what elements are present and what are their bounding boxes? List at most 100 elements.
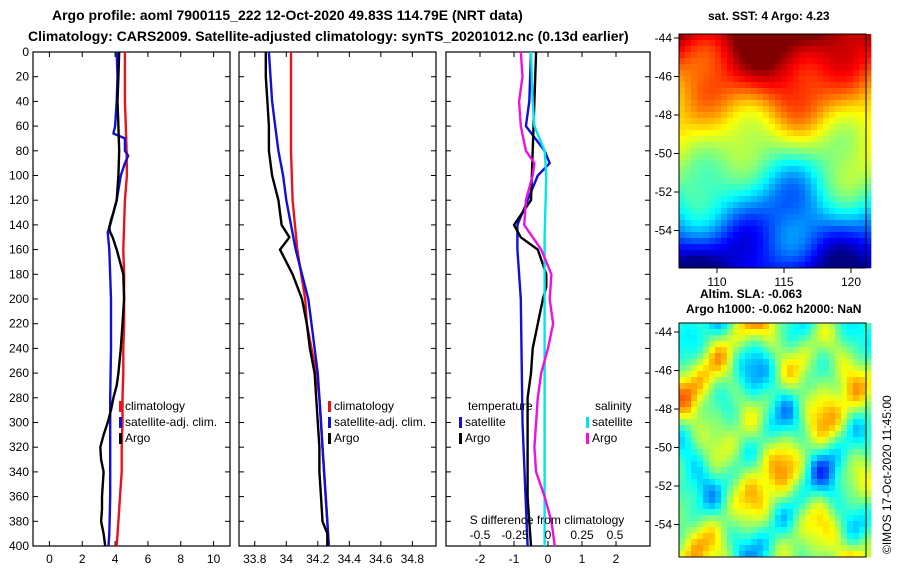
- heatmap-cell: [691, 250, 698, 257]
- heatmap-cell: [739, 491, 746, 498]
- heatmap-cell: [775, 172, 782, 179]
- heatmap-cell: [715, 178, 722, 185]
- heatmap-cell: [793, 256, 800, 263]
- heatmap-cell: [757, 497, 764, 504]
- heatmap-cell: [685, 473, 692, 480]
- heatmap-cell: [751, 443, 758, 450]
- heatmap-cell: [739, 70, 746, 77]
- heatmap-cell: [817, 106, 824, 113]
- heatmap-cell: [751, 383, 758, 390]
- heatmap-cell: [817, 527, 824, 534]
- heatmap-cell: [793, 431, 800, 438]
- heatmap-cell: [691, 70, 698, 77]
- heatmap-cell: [865, 82, 872, 89]
- heatmap-cell: [799, 154, 806, 161]
- heatmap-cell: [739, 377, 746, 384]
- heatmap-cell: [745, 521, 752, 528]
- heatmap-cell: [757, 467, 764, 474]
- heatmap-cell: [799, 178, 806, 185]
- heatmap-cell: [793, 220, 800, 227]
- heatmap-cell: [829, 389, 836, 396]
- heatmap-cell: [859, 443, 866, 450]
- heatmap-cell: [691, 46, 698, 53]
- heatmap-cell: [757, 124, 764, 131]
- heatmap-cell: [787, 371, 794, 378]
- heatmap-cell: [715, 437, 722, 444]
- heatmap-cell: [829, 142, 836, 149]
- heatmap-cell: [739, 64, 746, 71]
- heatmap-cell: [853, 383, 860, 390]
- heatmap-cell: [823, 539, 830, 546]
- heatmap-cell: [775, 491, 782, 498]
- heatmap-cell: [715, 419, 722, 426]
- heatmap-cell: [847, 395, 854, 402]
- heatmap-cell: [823, 521, 830, 528]
- heatmap-cell: [835, 533, 842, 540]
- heatmap-cell: [799, 106, 806, 113]
- heatmap-cell: [793, 190, 800, 197]
- heatmap-cell: [697, 425, 704, 432]
- heatmap-cell: [697, 539, 704, 546]
- heatmap-cell: [841, 52, 848, 59]
- heatmap-cell: [697, 238, 704, 245]
- heatmap-cell: [811, 335, 818, 342]
- heatmap-cell: [823, 485, 830, 492]
- heatmap-cell: [745, 437, 752, 444]
- heatmap-cell: [709, 521, 716, 528]
- heatmap-cell: [751, 76, 758, 83]
- heatmap-cell: [721, 341, 728, 348]
- heatmap-cell: [739, 220, 746, 227]
- heatmap-cell: [709, 449, 716, 456]
- heatmap-cell: [805, 527, 812, 534]
- heatmap-cell: [859, 238, 866, 245]
- heatmap-cell: [697, 100, 704, 107]
- heatmap-cell: [733, 413, 740, 420]
- heatmap-cell: [763, 425, 770, 432]
- heatmap-cell: [727, 341, 734, 348]
- heatmap-cell: [775, 202, 782, 209]
- heatmap-cell: [751, 353, 758, 360]
- heatmap-cell: [733, 323, 740, 330]
- y-tick-label: 240: [9, 341, 29, 355]
- heatmap-cell: [727, 130, 734, 137]
- heatmap-cell: [853, 461, 860, 468]
- heatmap-cell: [733, 166, 740, 173]
- heatmap-cell: [679, 34, 686, 41]
- heatmap-cell: [751, 88, 758, 95]
- heatmap-cell: [859, 503, 866, 510]
- heatmap-cell: [709, 142, 716, 149]
- heatmap-cell: [793, 70, 800, 77]
- heatmap-cell: [817, 130, 824, 137]
- heatmap-cell: [733, 202, 740, 209]
- heatmap-cell: [697, 323, 704, 330]
- heatmap-cell: [703, 142, 710, 149]
- heatmap-cell: [751, 473, 758, 480]
- heatmap-cell: [757, 46, 764, 53]
- heatmap-cell: [865, 232, 872, 239]
- heatmap-cell: [751, 425, 758, 432]
- heatmap-cell: [865, 455, 872, 462]
- heatmap-cell: [841, 220, 848, 227]
- heatmap-cell: [865, 130, 872, 137]
- heatmap-cell: [847, 202, 854, 209]
- heatmap-cell: [799, 455, 806, 462]
- series-line: [267, 51, 330, 547]
- heatmap-cell: [757, 527, 764, 534]
- heatmap-cell: [709, 353, 716, 360]
- heatmap-cell: [715, 250, 722, 257]
- heatmap-cell: [853, 473, 860, 480]
- series-line: [264, 52, 329, 546]
- heatmap-cell: [721, 485, 728, 492]
- heatmap-cell: [805, 70, 812, 77]
- heatmap-cell: [817, 377, 824, 384]
- heatmap-cell: [775, 515, 782, 522]
- heatmap-cell: [829, 407, 836, 414]
- heatmap-cell: [847, 473, 854, 480]
- heatmap-cell: [817, 425, 824, 432]
- heatmap-cell: [763, 407, 770, 414]
- heatmap-cell: [757, 232, 764, 239]
- heatmap-cell: [865, 467, 872, 474]
- heatmap-cell: [715, 112, 722, 119]
- heatmap-cell: [775, 509, 782, 516]
- heatmap-cell: [865, 365, 872, 372]
